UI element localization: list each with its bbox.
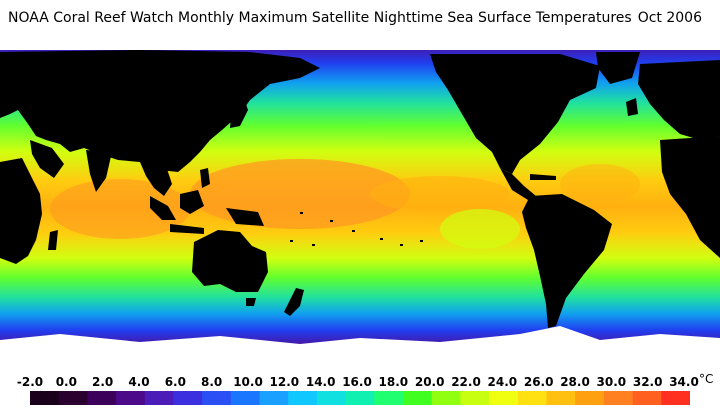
- legend-tick-label: 6.0: [164, 375, 186, 389]
- legend-tick-labels: -2.0 0.0 2.0 4.0 6.0 8.0 10.0 12.0 14.0 16.0 18.0 2…: [0, 375, 720, 391]
- legend-tick-label: 0.0: [55, 375, 77, 389]
- landmasses: [0, 50, 720, 328]
- legend-tick-label: 2.0: [92, 375, 114, 389]
- colorbar-segment: [230, 391, 261, 405]
- africa-west: [660, 136, 720, 258]
- colorbar-segment: [173, 391, 203, 405]
- legend-tick-label: -2.0: [16, 375, 44, 389]
- india: [86, 150, 112, 192]
- antarctic-ice: [0, 326, 720, 369]
- colorbar-segment: [374, 391, 404, 405]
- legend-tick-label: 14.0: [305, 375, 336, 389]
- colorbar-segment: [58, 391, 88, 405]
- tasmania: [246, 298, 256, 306]
- legend-tick-label: 10.0: [233, 375, 263, 389]
- borneo: [180, 190, 204, 214]
- colorbar-segment: [431, 391, 461, 405]
- legend-tick-label: 24.0: [487, 375, 518, 389]
- british-isles: [626, 98, 638, 116]
- legend-tick-label: 28.0: [560, 375, 590, 389]
- greenland: [596, 52, 640, 84]
- map-date: Oct 2006: [637, 10, 702, 26]
- colorbar-segment: [345, 391, 375, 405]
- eurasia: [0, 50, 320, 172]
- new-guinea: [226, 208, 264, 226]
- title-bar: NOAA Coral Reef Watch Monthly Maximum Sa…: [0, 0, 720, 44]
- madagascar: [48, 230, 58, 250]
- pacific-islands: [290, 212, 423, 246]
- central-america: [500, 168, 536, 200]
- colorbar-segment: [546, 391, 576, 405]
- colorbar-segment: [489, 391, 519, 405]
- colorbar-segment: [30, 391, 60, 405]
- colorbar-segment: [316, 391, 347, 405]
- colorbar-segment: [575, 391, 605, 405]
- sumatra: [150, 196, 176, 220]
- legend-tick-label: 16.0: [342, 375, 372, 389]
- colorbar-segment: [288, 391, 318, 405]
- legend-tick-label: 32.0: [632, 375, 663, 389]
- legend-tick-label: 20.0: [414, 375, 445, 389]
- africa: [0, 158, 42, 264]
- colorbar-segment: [116, 391, 146, 405]
- colorbar-segment: [87, 391, 117, 405]
- legend-tick-label: 8.0: [201, 375, 223, 389]
- colorbar-segment: [403, 391, 433, 405]
- arctic-ice: [0, 44, 720, 50]
- color-legend: -2.0 0.0 2.0 4.0 6.0 8.0 10.0 12.0 14.0 16.0 18.0 2…: [0, 369, 720, 411]
- north-america: [430, 54, 600, 174]
- java: [170, 224, 204, 234]
- colorbar-segment: [603, 391, 634, 405]
- colorbar-segment: [144, 391, 174, 405]
- colorbar-segment: [632, 391, 662, 405]
- colorbar-segment: [517, 391, 548, 405]
- legend-tick-label: 34.0: [669, 375, 699, 389]
- colorbar-segment: [202, 391, 232, 405]
- legend-tick-label: 30.0: [596, 375, 627, 389]
- south-america: [522, 194, 612, 328]
- colorbar-segment: [661, 391, 690, 405]
- australia: [192, 230, 268, 292]
- sst-map: [0, 44, 720, 369]
- colorbar-segment: [259, 391, 289, 405]
- new-zealand: [284, 288, 304, 316]
- colorbar-segment: [460, 391, 490, 405]
- legend-tick-label: 18.0: [378, 375, 409, 389]
- legend-tick-label: 12.0: [269, 375, 300, 389]
- philippines: [200, 168, 210, 188]
- map-title: NOAA Coral Reef Watch Monthly Maximum Sa…: [8, 10, 632, 26]
- atlantic-warm: [560, 164, 640, 204]
- europe: [638, 60, 720, 140]
- cuba: [530, 174, 556, 180]
- eastern-pacific-cool: [440, 209, 520, 249]
- central-pacific-warm: [370, 176, 510, 212]
- colorbar: [30, 391, 690, 405]
- japan: [230, 98, 248, 128]
- arabia: [30, 140, 64, 178]
- indian-ocean-warm: [50, 179, 190, 239]
- indochina: [140, 162, 172, 196]
- legend-unit: °C: [699, 372, 714, 386]
- legend-tick-label: 26.0: [523, 375, 554, 389]
- legend-tick-label: 4.0: [128, 375, 150, 389]
- legend-tick-label: 22.0: [451, 375, 481, 389]
